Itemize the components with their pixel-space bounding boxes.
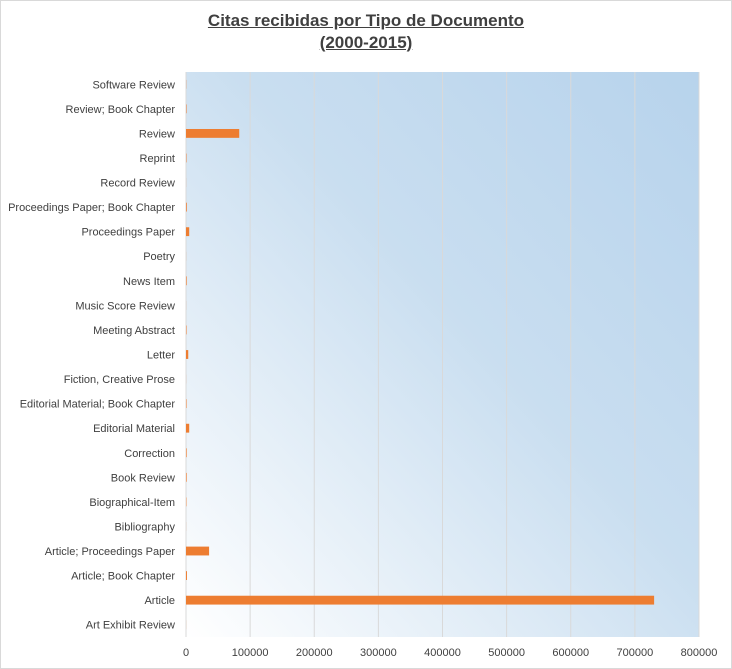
bar <box>186 104 187 114</box>
bar <box>186 202 187 212</box>
category-label: Proceedings Paper; Book Chapter <box>8 202 175 214</box>
x-tick-label: 200000 <box>296 647 333 659</box>
value-axis-labels: 0 100000 200000 300000 400000 500000 600000 700… <box>183 647 717 659</box>
bar <box>186 128 240 138</box>
category-label: Correction <box>124 448 175 460</box>
x-tick-label: 600000 <box>552 647 589 659</box>
bar <box>186 325 187 335</box>
category-label: Biographical-Item <box>89 497 175 509</box>
bars <box>186 79 655 630</box>
bar <box>186 399 187 409</box>
category-label: Review <box>139 128 175 140</box>
category-label: Article <box>144 595 175 607</box>
bar <box>186 595 655 605</box>
chart-title-block: Citas recibidas por Tipo de Documento (2… <box>0 10 732 54</box>
x-tick-label: 100000 <box>232 647 269 659</box>
category-label: Art Exhibit Review <box>86 620 175 632</box>
x-tick-label: 400000 <box>424 647 461 659</box>
category-label: Fiction, Creative Prose <box>64 374 175 386</box>
category-label: Bibliography <box>114 521 175 533</box>
category-label: Letter <box>147 350 175 362</box>
x-tick-label: 300000 <box>360 647 397 659</box>
category-label: Record Review <box>100 178 175 190</box>
x-tick-label: 0 <box>183 647 189 659</box>
bar <box>186 448 187 458</box>
bar <box>186 350 189 359</box>
category-label: Review; Book Chapter <box>66 104 176 116</box>
bar <box>186 423 190 433</box>
x-tick-label: 500000 <box>488 647 525 659</box>
category-label: Software Review <box>92 79 175 91</box>
bar <box>186 546 210 556</box>
chart-subtitle: (2000-2015) <box>319 33 413 52</box>
bar <box>186 571 187 581</box>
bar <box>186 227 190 237</box>
category-label: Article; Book Chapter <box>71 571 175 583</box>
bar <box>186 472 187 482</box>
category-label: Editorial Material; Book Chapter <box>20 399 176 411</box>
category-label: Poetry <box>143 251 175 263</box>
category-label: Meeting Abstract <box>93 325 175 337</box>
category-label: Music Score Review <box>75 300 175 312</box>
category-label: Article; Proceedings Paper <box>45 546 176 558</box>
category-label: News Item <box>123 276 175 288</box>
x-tick-label: 700000 <box>617 647 654 659</box>
category-axis-labels: Software Review Review; Book Chapter Revie… <box>8 79 175 631</box>
bar <box>186 276 187 286</box>
category-label: Reprint <box>140 153 175 165</box>
gridlines <box>185 72 700 637</box>
x-tick-label: 800000 <box>681 647 718 659</box>
category-label: Proceedings Paper <box>81 227 175 239</box>
chart-title: Citas recibidas por Tipo de Documento <box>207 11 525 30</box>
category-label: Editorial Material <box>93 423 175 435</box>
category-label: Book Review <box>111 472 175 484</box>
